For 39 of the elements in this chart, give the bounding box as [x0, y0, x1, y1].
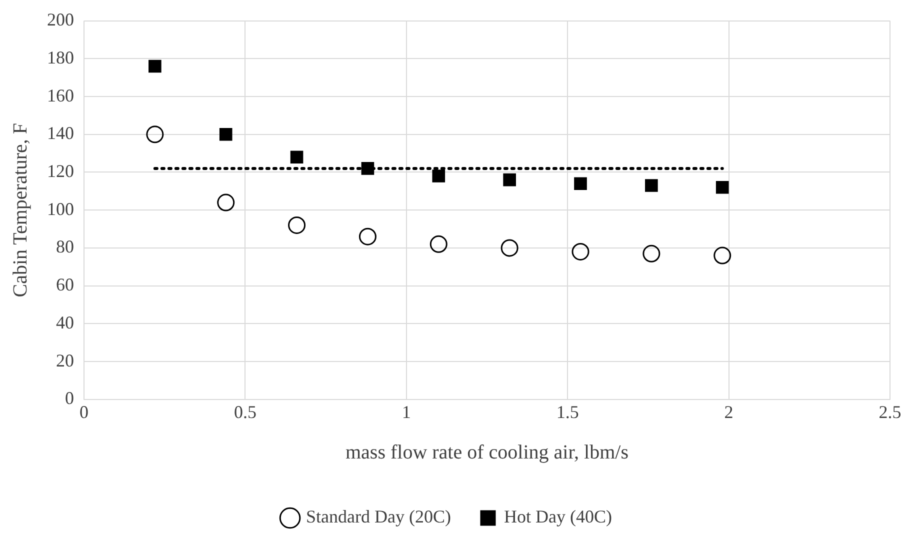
- point: [217, 194, 235, 212]
- point: [716, 180, 729, 194]
- x-axis-title: mass flow rate of cooling air, lbm/s: [345, 441, 629, 464]
- point: [430, 235, 448, 253]
- point: [500, 239, 518, 257]
- y-tick-label: 140: [47, 123, 74, 144]
- x-tick-label: 2: [724, 402, 734, 422]
- y-tick-label: 20: [56, 350, 74, 370]
- point: [358, 228, 376, 246]
- y-tick-label: 180: [47, 47, 74, 68]
- x-tick-label: 1: [402, 402, 411, 422]
- point: [432, 170, 446, 182]
- point: [645, 179, 658, 192]
- point: [714, 246, 732, 264]
- y-axis-title: Cabin Temperature, F: [9, 122, 32, 298]
- point: [503, 173, 516, 186]
- x-tick-label: 2.5: [878, 402, 902, 422]
- point: [146, 126, 164, 144]
- legend-label: Hot Day (40C): [504, 506, 612, 527]
- y-tick-label: 40: [56, 312, 74, 332]
- point: [288, 216, 306, 234]
- legend-label: Standard Day (20C): [306, 506, 451, 527]
- y-tick-label: 80: [56, 236, 74, 257]
- y-tick-label: 100: [47, 198, 74, 219]
- point: [572, 242, 590, 260]
- point: [148, 60, 162, 73]
- point: [290, 150, 304, 164]
- x-tick-label: 0.5: [234, 402, 256, 422]
- x-tick-label: 1.5: [556, 402, 579, 422]
- x-tick-label: 0: [80, 402, 88, 422]
- point: [574, 177, 587, 190]
- y-tick-label: 200: [47, 10, 74, 30]
- point: [642, 244, 660, 262]
- y-tick-label: 0: [65, 388, 74, 408]
- y-tick-label: 60: [56, 274, 74, 295]
- point: [219, 128, 232, 141]
- point: [361, 162, 374, 175]
- y-tick-label: 160: [47, 85, 74, 106]
- y-tick-label: 120: [47, 160, 74, 181]
